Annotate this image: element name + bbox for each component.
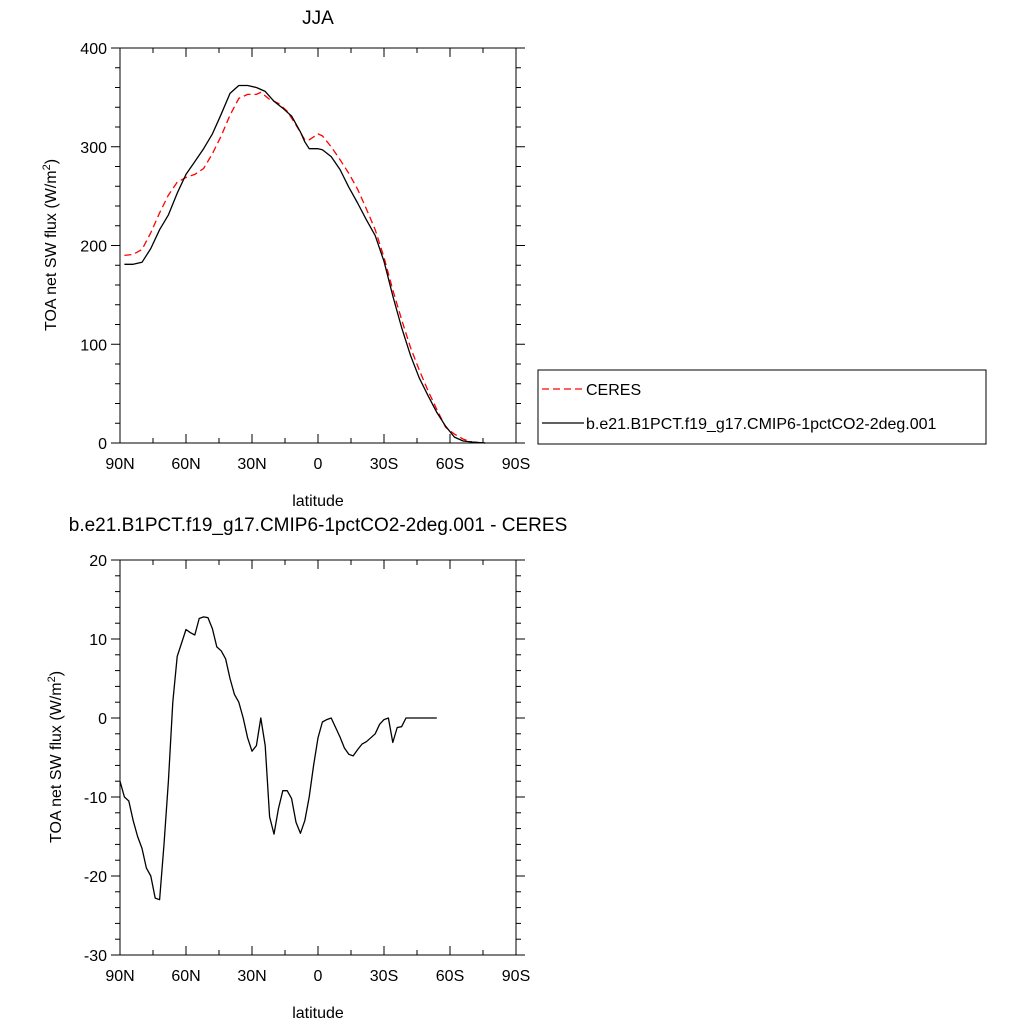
x-tick-label: 90N [105,968,134,985]
x-tick-label: 30S [370,456,398,473]
bottom-y-axis-label-main: TOA net SW flux (W/m [48,682,65,843]
bottom-y-axis-label: TOA net SW flux (W/m2) [46,671,65,843]
bottom-chart-ticks: 90N 60N 30N 0 30S 60S 90S -30 -20 -10 0 10 20 [84,553,530,985]
top-y-axis-label-sup: 2 [41,164,53,170]
top-y-axis-label-main: TOA net SW flux (W/m [43,170,60,331]
top-panel: JJA 90N 60N 30N 0 30S 60S 90S 0 100 200 300 400 lat… [41,8,987,510]
y-tick-label: 10 [89,632,107,649]
top-y-axis-label-close: ) [43,159,60,164]
bottom-panel: b.e21.B1PCT.f19_g17.CMIP6-1pctCO2-2deg.0… [46,515,567,1022]
x-tick-label: 60N [171,456,200,473]
bottom-y-axis-label-close: ) [48,671,65,676]
bottom-y-axis-label-sup: 2 [46,676,58,682]
legend-box [537,369,987,445]
legend-label-ceres: CERES [586,382,641,399]
series-line-b-e21-b1pct-f19-g17-cmip [124,84,486,444]
x-tick-label: 0 [314,968,323,985]
top-x-axis-label: latitude [292,493,344,510]
x-tick-label: 60S [436,456,464,473]
y-tick-label: -20 [84,869,107,886]
y-tick-label: 0 [98,711,107,728]
y-tick-label: 200 [80,239,107,256]
top-chart-legend: CERES b.e21.B1PCT.f19_g17.CMIP6-1pctCO2-… [537,369,987,445]
y-tick-label: -10 [84,790,107,807]
x-tick-label: 90S [502,456,530,473]
top-chart-title: JJA [302,8,334,29]
y-tick-label: 20 [89,553,107,570]
x-tick-label: 30S [370,968,398,985]
bottom-x-axis-label: latitude [292,1005,344,1022]
top-y-axis-label: TOA net SW flux (W/m2) [41,159,60,331]
top-plot-frame [119,47,517,444]
top-chart-marks [124,84,486,444]
x-tick-label: 60S [436,968,464,985]
y-tick-label: 400 [80,41,107,58]
y-tick-label: 300 [80,140,107,157]
bottom-chart-marks [119,616,437,901]
x-tick-label: 30N [237,456,266,473]
series-line-ceres [124,91,486,444]
x-tick-label: 30N [237,968,266,985]
x-tick-label: 60N [171,968,200,985]
x-tick-label: 90N [105,456,134,473]
y-tick-label: -30 [84,948,107,965]
y-tick-label: 0 [98,436,107,453]
top-chart-ticks: 90N 60N 30N 0 30S 60S 90S 0 100 200 300 400 [80,41,530,473]
legend-label-model: b.e21.B1PCT.f19_g17.CMIP6-1pctCO2-2deg.0… [586,416,937,433]
y-tick-label: 100 [80,337,107,354]
x-tick-label: 0 [314,456,323,473]
bottom-chart-title: b.e21.B1PCT.f19_g17.CMIP6-1pctCO2-2deg.0… [69,515,568,536]
bottom-plot-frame [119,559,517,956]
series-line-difference [119,616,437,901]
x-tick-label: 90S [502,968,530,985]
